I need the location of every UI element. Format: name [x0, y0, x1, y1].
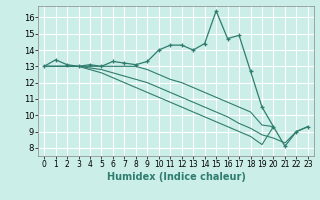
- X-axis label: Humidex (Indice chaleur): Humidex (Indice chaleur): [107, 172, 245, 182]
